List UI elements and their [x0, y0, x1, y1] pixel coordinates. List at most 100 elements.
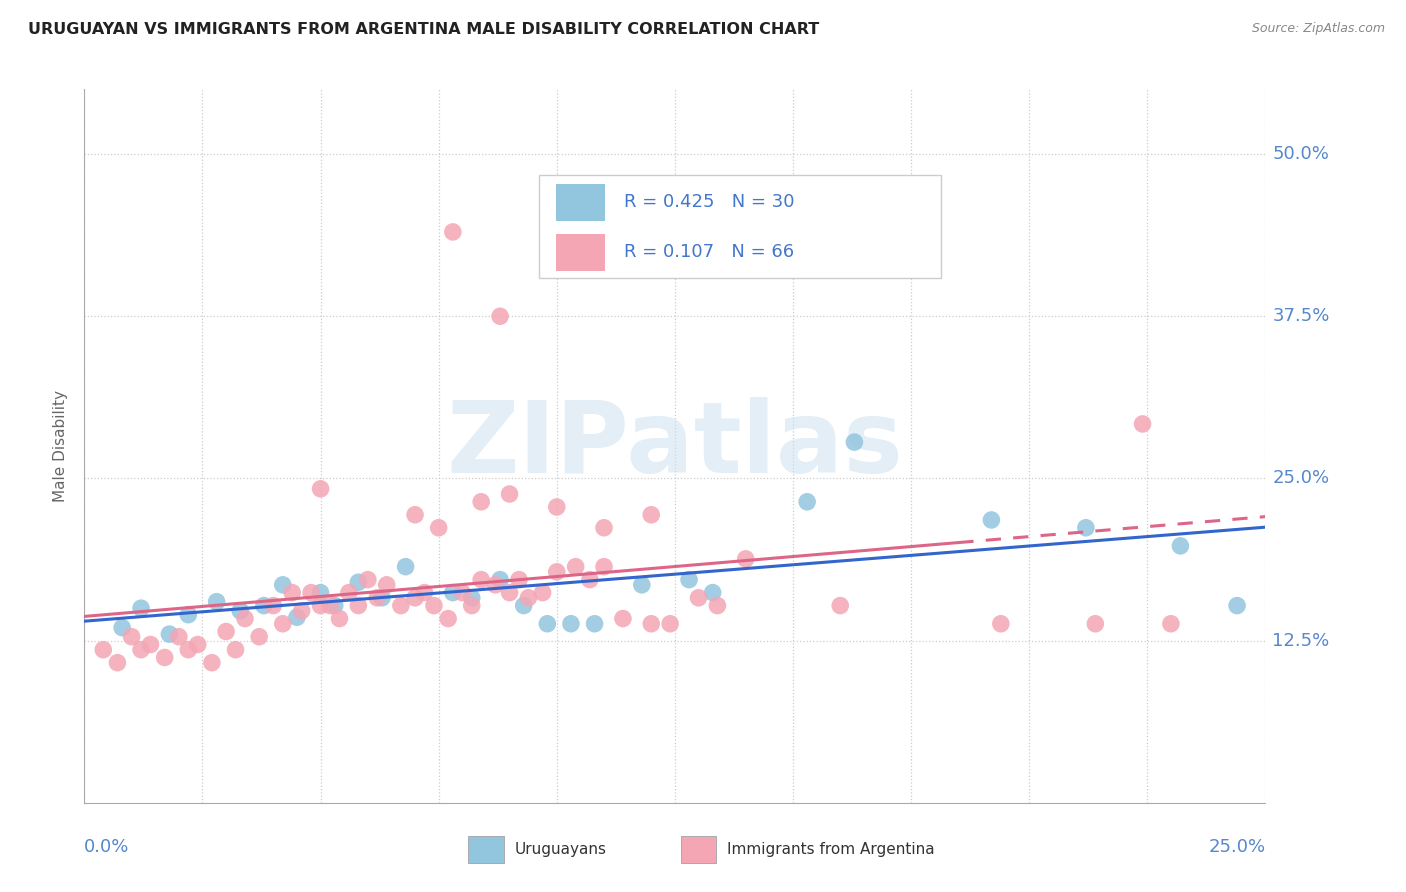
Point	[990, 616, 1012, 631]
Point	[187, 638, 209, 652]
Point	[215, 624, 238, 639]
Point	[389, 599, 412, 613]
Point	[470, 495, 492, 509]
Text: 25.0%: 25.0%	[1208, 838, 1265, 856]
Text: R = 0.107   N = 66: R = 0.107 N = 66	[624, 243, 794, 260]
Bar	[468, 837, 503, 863]
Point	[129, 642, 152, 657]
Point	[347, 575, 370, 590]
Point	[593, 559, 616, 574]
Point	[375, 578, 398, 592]
Point	[678, 573, 700, 587]
Point	[291, 604, 314, 618]
Point	[630, 578, 652, 592]
Point	[688, 591, 710, 605]
Point	[253, 599, 276, 613]
Point	[441, 225, 464, 239]
Point	[323, 599, 346, 613]
Point	[177, 642, 200, 657]
Point	[299, 585, 322, 599]
Point	[702, 585, 724, 599]
Point	[1226, 599, 1249, 613]
Point	[612, 611, 634, 625]
Point	[347, 599, 370, 613]
Point	[121, 630, 143, 644]
Point	[309, 599, 332, 613]
Point	[659, 616, 682, 631]
Point	[107, 656, 129, 670]
Point	[229, 604, 252, 618]
Bar	[681, 837, 716, 863]
Text: Uruguayans: Uruguayans	[515, 842, 606, 857]
Bar	[555, 184, 605, 221]
Text: ZIPatlas: ZIPatlas	[447, 398, 903, 494]
Point	[498, 487, 520, 501]
Point	[394, 559, 416, 574]
Point	[461, 599, 484, 613]
Point	[153, 650, 176, 665]
Point	[536, 616, 558, 631]
FancyBboxPatch shape	[538, 175, 941, 278]
Point	[201, 656, 224, 670]
Point	[247, 630, 270, 644]
Point	[157, 627, 180, 641]
Point	[285, 610, 308, 624]
Point	[1160, 616, 1182, 631]
Point	[357, 573, 380, 587]
Point	[328, 611, 350, 625]
Point	[423, 599, 446, 613]
Y-axis label: Male Disability: Male Disability	[53, 390, 69, 502]
Point	[560, 616, 582, 631]
Point	[706, 599, 728, 613]
Point	[1132, 417, 1154, 431]
Point	[139, 638, 162, 652]
Point	[177, 607, 200, 622]
Point	[167, 630, 190, 644]
Point	[470, 573, 492, 587]
Point	[309, 482, 332, 496]
Point	[512, 599, 534, 613]
Point	[225, 642, 247, 657]
Point	[1074, 521, 1097, 535]
Point	[517, 591, 540, 605]
Point	[484, 578, 506, 592]
Point	[427, 521, 450, 535]
Point	[271, 578, 294, 592]
Point	[1084, 616, 1107, 631]
Text: R = 0.425   N = 30: R = 0.425 N = 30	[624, 193, 794, 211]
Point	[489, 573, 512, 587]
Point	[309, 585, 332, 599]
Point	[271, 616, 294, 631]
Point	[371, 591, 394, 605]
Point	[111, 621, 134, 635]
Point	[404, 591, 426, 605]
Point	[337, 585, 360, 599]
Point	[461, 591, 484, 605]
Text: 37.5%: 37.5%	[1272, 307, 1330, 326]
Point	[980, 513, 1002, 527]
Point	[437, 611, 460, 625]
Point	[531, 585, 554, 599]
Point	[441, 585, 464, 599]
Point	[640, 616, 662, 631]
Point	[451, 585, 474, 599]
Text: Source: ZipAtlas.com: Source: ZipAtlas.com	[1251, 22, 1385, 36]
Point	[498, 585, 520, 599]
Point	[319, 599, 342, 613]
Text: Immigrants from Argentina: Immigrants from Argentina	[727, 842, 935, 857]
Text: 25.0%: 25.0%	[1272, 469, 1330, 487]
Point	[233, 611, 256, 625]
Point	[489, 310, 512, 324]
Text: URUGUAYAN VS IMMIGRANTS FROM ARGENTINA MALE DISABILITY CORRELATION CHART: URUGUAYAN VS IMMIGRANTS FROM ARGENTINA M…	[28, 22, 820, 37]
Point	[564, 559, 586, 574]
Point	[583, 616, 606, 631]
Point	[546, 565, 568, 579]
Point	[91, 642, 114, 657]
Point	[129, 601, 152, 615]
Point	[640, 508, 662, 522]
Point	[593, 521, 616, 535]
Point	[262, 599, 284, 613]
Point	[366, 591, 388, 605]
Text: 50.0%: 50.0%	[1272, 145, 1329, 163]
Text: 0.0%: 0.0%	[84, 838, 129, 856]
